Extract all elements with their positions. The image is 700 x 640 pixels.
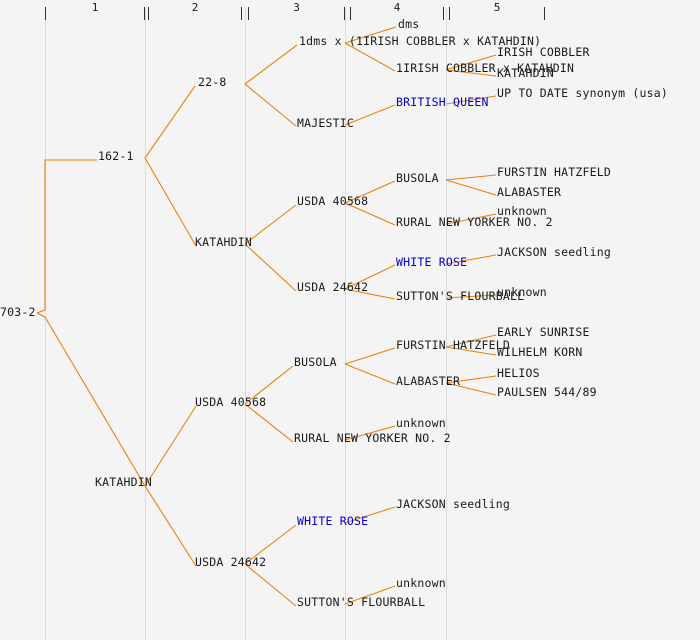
pedigree-node-g5-irish-cobbler[interactable]: IRISH COBBLER	[497, 45, 590, 59]
generation-header-label: 3	[249, 2, 344, 13]
pedigree-node-g4-rural-ny[interactable]: RURAL NEW YORKER NO. 2	[396, 215, 553, 229]
pedigree-node-g4-ic-x-kat[interactable]: 1IRISH COBBLER x KATAHDIN	[396, 61, 575, 75]
pedigree-node-g5-paulsen[interactable]: PAULSEN 544/89	[497, 385, 597, 399]
pedigree-node-g1-162-1[interactable]: 162-1	[98, 149, 134, 163]
pedigree-node-g3-suttons[interactable]: SUTTON'S FLOURBALL	[297, 595, 426, 609]
edge-root-to-g1-katahdin	[36, 312, 146, 487]
pedigree-node-g5-unknown-a[interactable]: unknown	[497, 204, 547, 218]
edge-g1-162-1-to-g2-22-8	[144, 85, 196, 159]
pedigree-node-g3-white-rose[interactable]: WHITE ROSE	[297, 514, 369, 528]
pedigree-node-g4-suttons[interactable]: SUTTON'S FLOURBALL	[396, 289, 525, 303]
pedigree-node-root[interactable]: 703-2	[0, 305, 36, 319]
generation-header-label: 1	[46, 2, 144, 13]
edge-g2-usda40568-to-g3-rural-ny	[244, 403, 294, 443]
edge-g2-22-8-to-g3-majestic	[244, 83, 297, 127]
edge-g1-162-1-to-g2-katahdin	[144, 157, 197, 247]
pedigree-node-g2-katahdin[interactable]: KATAHDIN	[195, 235, 252, 249]
column-divider-5	[446, 8, 447, 640]
pedigree-node-g4-alabaster[interactable]: ALABASTER	[396, 374, 461, 388]
pedigree-node-g5-katahdin[interactable]: KATAHDIN	[497, 66, 554, 80]
pedigree-node-g4-white-rose[interactable]: WHITE ROSE	[396, 255, 468, 269]
edge-g3-busola-to-g4-alabaster	[344, 363, 396, 385]
column-divider-1	[45, 8, 46, 640]
edge-g2-katahdin-to-g3-usda40568	[244, 204, 297, 245]
column-divider-3	[245, 8, 246, 640]
edge-g2-katahdin-to-g3-usda24642	[244, 243, 297, 292]
pedigree-node-g4-busola[interactable]: BUSOLA	[396, 171, 439, 185]
column-divider-2	[145, 8, 146, 640]
pedigree-node-g4-unknown-rny[interactable]: unknown	[396, 416, 446, 430]
edge-g3-busola-to-g4-furstin	[344, 347, 396, 365]
pedigree-node-g2-22-8[interactable]: 22-8	[198, 75, 227, 89]
pedigree-node-g5-early-sunrise[interactable]: EARLY SUNRISE	[497, 325, 590, 339]
pedigree-node-g2-usda40568[interactable]: USDA 40568	[195, 395, 267, 409]
pedigree-node-g3-usda24642[interactable]: USDA 24642	[297, 280, 369, 294]
pedigree-node-g3-busola[interactable]: BUSOLA	[294, 355, 337, 369]
generation-header-3: 3	[248, 2, 345, 20]
generation-header-label: 2	[149, 2, 241, 13]
pedigree-node-g5-alabaster[interactable]: ALABASTER	[497, 185, 562, 199]
pedigree-node-g3-usda40568[interactable]: USDA 40568	[297, 194, 369, 208]
pedigree-node-g5-helios[interactable]: HELIOS	[497, 366, 540, 380]
pedigree-node-g2-usda24642[interactable]: USDA 24642	[195, 555, 267, 569]
edge-g1-katahdin-to-g2-usda24642	[144, 485, 197, 567]
pedigree-node-g5-jackson[interactable]: JACKSON seedling	[497, 245, 611, 259]
pedigree-node-g3-rural-ny[interactable]: RURAL NEW YORKER NO. 2	[294, 431, 451, 445]
edge-g2-22-8-to-g3-1dms-cross	[244, 44, 298, 85]
pedigree-node-g4-dms[interactable]: dms	[398, 17, 420, 31]
edge-g4-busola-to-g5-furstin	[445, 174, 497, 181]
generation-header-2: 2	[148, 2, 242, 20]
pedigree-node-g5-furstin[interactable]: FURSTIN HATZFELD	[497, 165, 611, 179]
pedigree-node-g5-wilhelm-korn[interactable]: WILHELM KORN	[497, 345, 583, 359]
column-divider-4	[345, 8, 346, 640]
generation-header-1: 1	[45, 2, 145, 20]
pedigree-node-g1-katahdin[interactable]: KATAHDIN	[95, 475, 152, 489]
generation-header-label: 5	[450, 2, 544, 13]
pedigree-node-g4-furstin[interactable]: FURSTIN HATZFELD	[396, 338, 510, 352]
edge-g2-usda24642-to-g3-suttons	[244, 563, 297, 607]
edge-root-to-g1-162-1	[36, 159, 97, 314]
edge-g4-busola-to-g5-alabaster	[445, 179, 497, 196]
generation-header-5: 5	[449, 2, 545, 20]
generation-header-label: 4	[351, 2, 443, 13]
pedigree-node-g4-british-queen[interactable]: BRITISH QUEEN	[396, 95, 489, 109]
pedigree-node-g5-unknown-b[interactable]: unknown	[497, 285, 547, 299]
pedigree-node-g4-jackson[interactable]: JACKSON seedling	[396, 497, 510, 511]
edge-g1-katahdin-to-g2-usda40568	[144, 405, 197, 487]
pedigree-node-g3-majestic[interactable]: MAJESTIC	[297, 116, 354, 130]
pedigree-node-g3-1dms-cross[interactable]: 1dms x (1IRISH COBBLER x KATAHDIN)	[299, 34, 542, 48]
pedigree-node-g5-up-to-date[interactable]: UP TO DATE synonym (usa)	[497, 86, 668, 100]
pedigree-node-g4-unknown-sutt[interactable]: unknown	[396, 576, 446, 590]
generation-header-4: 4	[350, 2, 444, 20]
